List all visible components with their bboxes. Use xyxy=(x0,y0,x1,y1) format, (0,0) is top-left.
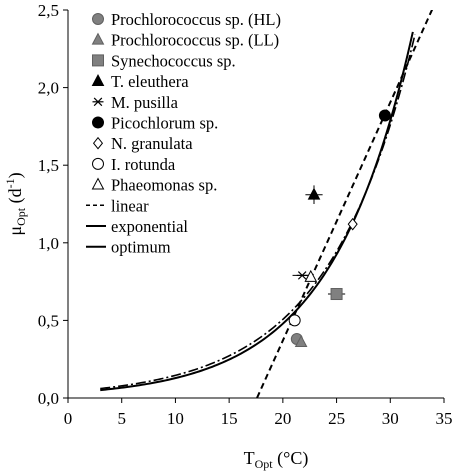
data-point xyxy=(347,217,358,231)
legend-label: optimum xyxy=(111,238,171,257)
legend-label: I. rotunda xyxy=(111,155,176,174)
legend-label: exponential xyxy=(111,217,188,236)
legend-marker xyxy=(91,32,105,45)
series-line-optimum xyxy=(100,34,416,390)
legend-label: T. eleuthera xyxy=(111,72,189,91)
legend-label: linear xyxy=(111,196,149,215)
x-axis-label: TOpt (°C) xyxy=(244,448,309,471)
legend-marker xyxy=(91,73,105,86)
y-tick-label: 2,0 xyxy=(38,79,59,98)
series-line-linear xyxy=(256,10,434,398)
legend-marker xyxy=(92,157,104,170)
y-tick-label: 0,5 xyxy=(38,311,59,330)
legend-marker xyxy=(92,116,104,129)
legend-label: Prochlorococcus sp. (HL) xyxy=(111,10,281,29)
legend-label: Picochlorum sp. xyxy=(111,114,218,133)
legend-label: Prochlorococcus sp. (LL) xyxy=(111,31,279,50)
axes: 0 5 10 15 20 25 30 35 0,0 0,5 1,0 1,5 2,0 2,5 xyxy=(38,1,453,428)
x-tick-label: 35 xyxy=(436,409,453,428)
x-tick-label: 30 xyxy=(382,409,399,428)
y-tick-label: 1,0 xyxy=(38,234,59,253)
markers xyxy=(288,109,391,348)
data-point xyxy=(304,269,318,282)
legend: Prochlorococcus sp. (HL) Prochlorococcus … xyxy=(86,10,281,257)
y-tick-label: 2,5 xyxy=(38,1,59,20)
data-point xyxy=(288,314,301,327)
legend-marker xyxy=(92,97,104,107)
x-tick-label: 5 xyxy=(117,409,126,428)
axis-labels: TOpt (°C) μOpt (d-1) xyxy=(3,172,308,471)
data-point xyxy=(294,335,308,348)
data-point xyxy=(307,187,321,200)
x-tick-label: 20 xyxy=(274,409,291,428)
legend-marker xyxy=(91,177,105,190)
y-axis-label: μOpt (d-1) xyxy=(3,172,28,235)
y-tick-label: 1,5 xyxy=(38,156,59,175)
legend-label: N. granulata xyxy=(111,134,193,153)
x-tick-label: 15 xyxy=(221,409,238,428)
curves xyxy=(100,10,434,398)
data-point xyxy=(330,288,343,301)
x-tick-label: 25 xyxy=(328,409,345,428)
x-tick-label: 10 xyxy=(167,409,184,428)
legend-label: M. pusilla xyxy=(111,93,179,112)
legend-label: Phaeomonas sp. xyxy=(111,176,217,195)
legend-marker xyxy=(92,54,104,67)
data-point xyxy=(378,109,391,122)
x-tick-label: 0 xyxy=(64,409,73,428)
legend-marker xyxy=(92,136,104,150)
legend-label: Synechococcus sp. xyxy=(111,51,236,70)
data-point xyxy=(296,271,308,280)
y-tick-label: 0,0 xyxy=(38,389,59,408)
legend-marker xyxy=(92,13,104,25)
